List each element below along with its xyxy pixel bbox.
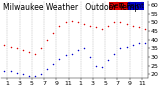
Point (76, 22, 79, 23)
Point (101, 28, 103, 30)
Point (131, 44, 134, 46)
Point (52, 32, 55, 33)
Point (40, 74, 42, 75)
Point (3, 44, 6, 46)
Point (28, 51, 30, 52)
Point (95, 65, 97, 66)
Point (34, 53, 36, 54)
Point (113, 53, 116, 54)
Point (52, 63, 55, 65)
Point (46, 68, 48, 70)
Point (131, 25, 134, 26)
Point (40, 48, 42, 49)
Point (15, 72, 18, 73)
Point (125, 46, 128, 47)
Point (89, 25, 91, 26)
Point (107, 60, 110, 61)
Point (89, 56, 91, 58)
Point (76, 49, 79, 51)
Point (9, 46, 12, 47)
Point (137, 42, 140, 44)
Point (119, 48, 122, 49)
Text: Milwaukee Weather   Outdoor Temp: Milwaukee Weather Outdoor Temp (3, 3, 139, 12)
Point (107, 25, 110, 26)
Point (64, 55, 67, 56)
Point (95, 27, 97, 28)
Point (144, 42, 146, 44)
Point (15, 48, 18, 49)
Point (101, 67, 103, 68)
Point (28, 75, 30, 77)
Point (70, 20, 73, 21)
Point (119, 22, 122, 23)
Point (125, 23, 128, 25)
Point (83, 23, 85, 25)
Point (70, 53, 73, 54)
Point (34, 75, 36, 77)
Point (9, 70, 12, 72)
Point (144, 28, 146, 30)
Point (21, 49, 24, 51)
Point (58, 58, 61, 59)
Text: Dew Point: Dew Point (109, 3, 144, 9)
Point (137, 27, 140, 28)
Point (83, 48, 85, 49)
Point (58, 25, 61, 26)
Point (64, 22, 67, 23)
Point (21, 74, 24, 75)
Point (3, 70, 6, 72)
Point (113, 22, 116, 23)
Point (46, 39, 48, 40)
